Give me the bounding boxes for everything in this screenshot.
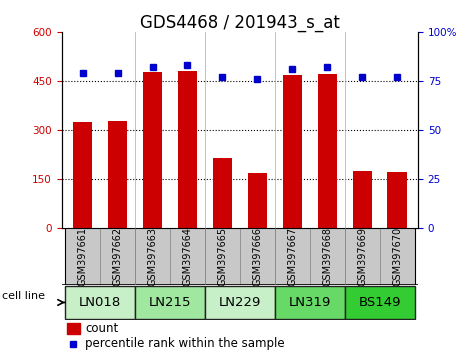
Text: GSM397669: GSM397669 bbox=[357, 227, 367, 286]
Bar bbox=[170, 228, 205, 285]
Text: GSM397661: GSM397661 bbox=[78, 227, 88, 286]
Text: LN319: LN319 bbox=[288, 296, 331, 309]
Title: GDS4468 / 201943_s_at: GDS4468 / 201943_s_at bbox=[140, 14, 340, 32]
Text: GSM397666: GSM397666 bbox=[252, 227, 262, 286]
Bar bbox=[345, 228, 380, 285]
Bar bbox=[100, 228, 135, 285]
Bar bbox=[135, 228, 170, 285]
Text: GSM397665: GSM397665 bbox=[218, 227, 228, 286]
Bar bbox=[388, 172, 407, 228]
Bar bbox=[143, 72, 162, 228]
Bar bbox=[65, 286, 135, 319]
Text: LN229: LN229 bbox=[218, 296, 261, 309]
Text: LN215: LN215 bbox=[149, 296, 191, 309]
Bar bbox=[135, 286, 205, 319]
Text: count: count bbox=[85, 321, 118, 335]
Bar bbox=[73, 122, 92, 228]
Text: GSM397667: GSM397667 bbox=[287, 227, 297, 286]
Bar bbox=[318, 74, 337, 228]
Bar bbox=[240, 228, 275, 285]
Text: percentile rank within the sample: percentile rank within the sample bbox=[85, 337, 285, 350]
Text: cell line: cell line bbox=[2, 291, 46, 301]
Bar bbox=[108, 121, 127, 228]
Bar bbox=[345, 286, 415, 319]
Text: GSM397664: GSM397664 bbox=[182, 227, 192, 286]
Text: GSM397668: GSM397668 bbox=[322, 227, 332, 286]
Bar bbox=[205, 286, 275, 319]
Text: GSM397663: GSM397663 bbox=[148, 227, 158, 286]
Bar bbox=[310, 228, 345, 285]
Bar bbox=[65, 228, 100, 285]
Bar bbox=[352, 171, 372, 228]
Bar bbox=[248, 173, 267, 228]
Bar bbox=[213, 158, 232, 228]
Bar bbox=[205, 228, 240, 285]
Text: BS149: BS149 bbox=[358, 296, 401, 309]
Bar bbox=[275, 228, 310, 285]
Bar bbox=[283, 75, 302, 228]
Bar bbox=[380, 228, 415, 285]
Text: GSM397670: GSM397670 bbox=[392, 227, 402, 286]
Bar bbox=[275, 286, 345, 319]
Text: LN018: LN018 bbox=[79, 296, 121, 309]
Bar bbox=[178, 71, 197, 228]
Text: GSM397662: GSM397662 bbox=[113, 227, 123, 286]
Bar bbox=[67, 323, 80, 333]
